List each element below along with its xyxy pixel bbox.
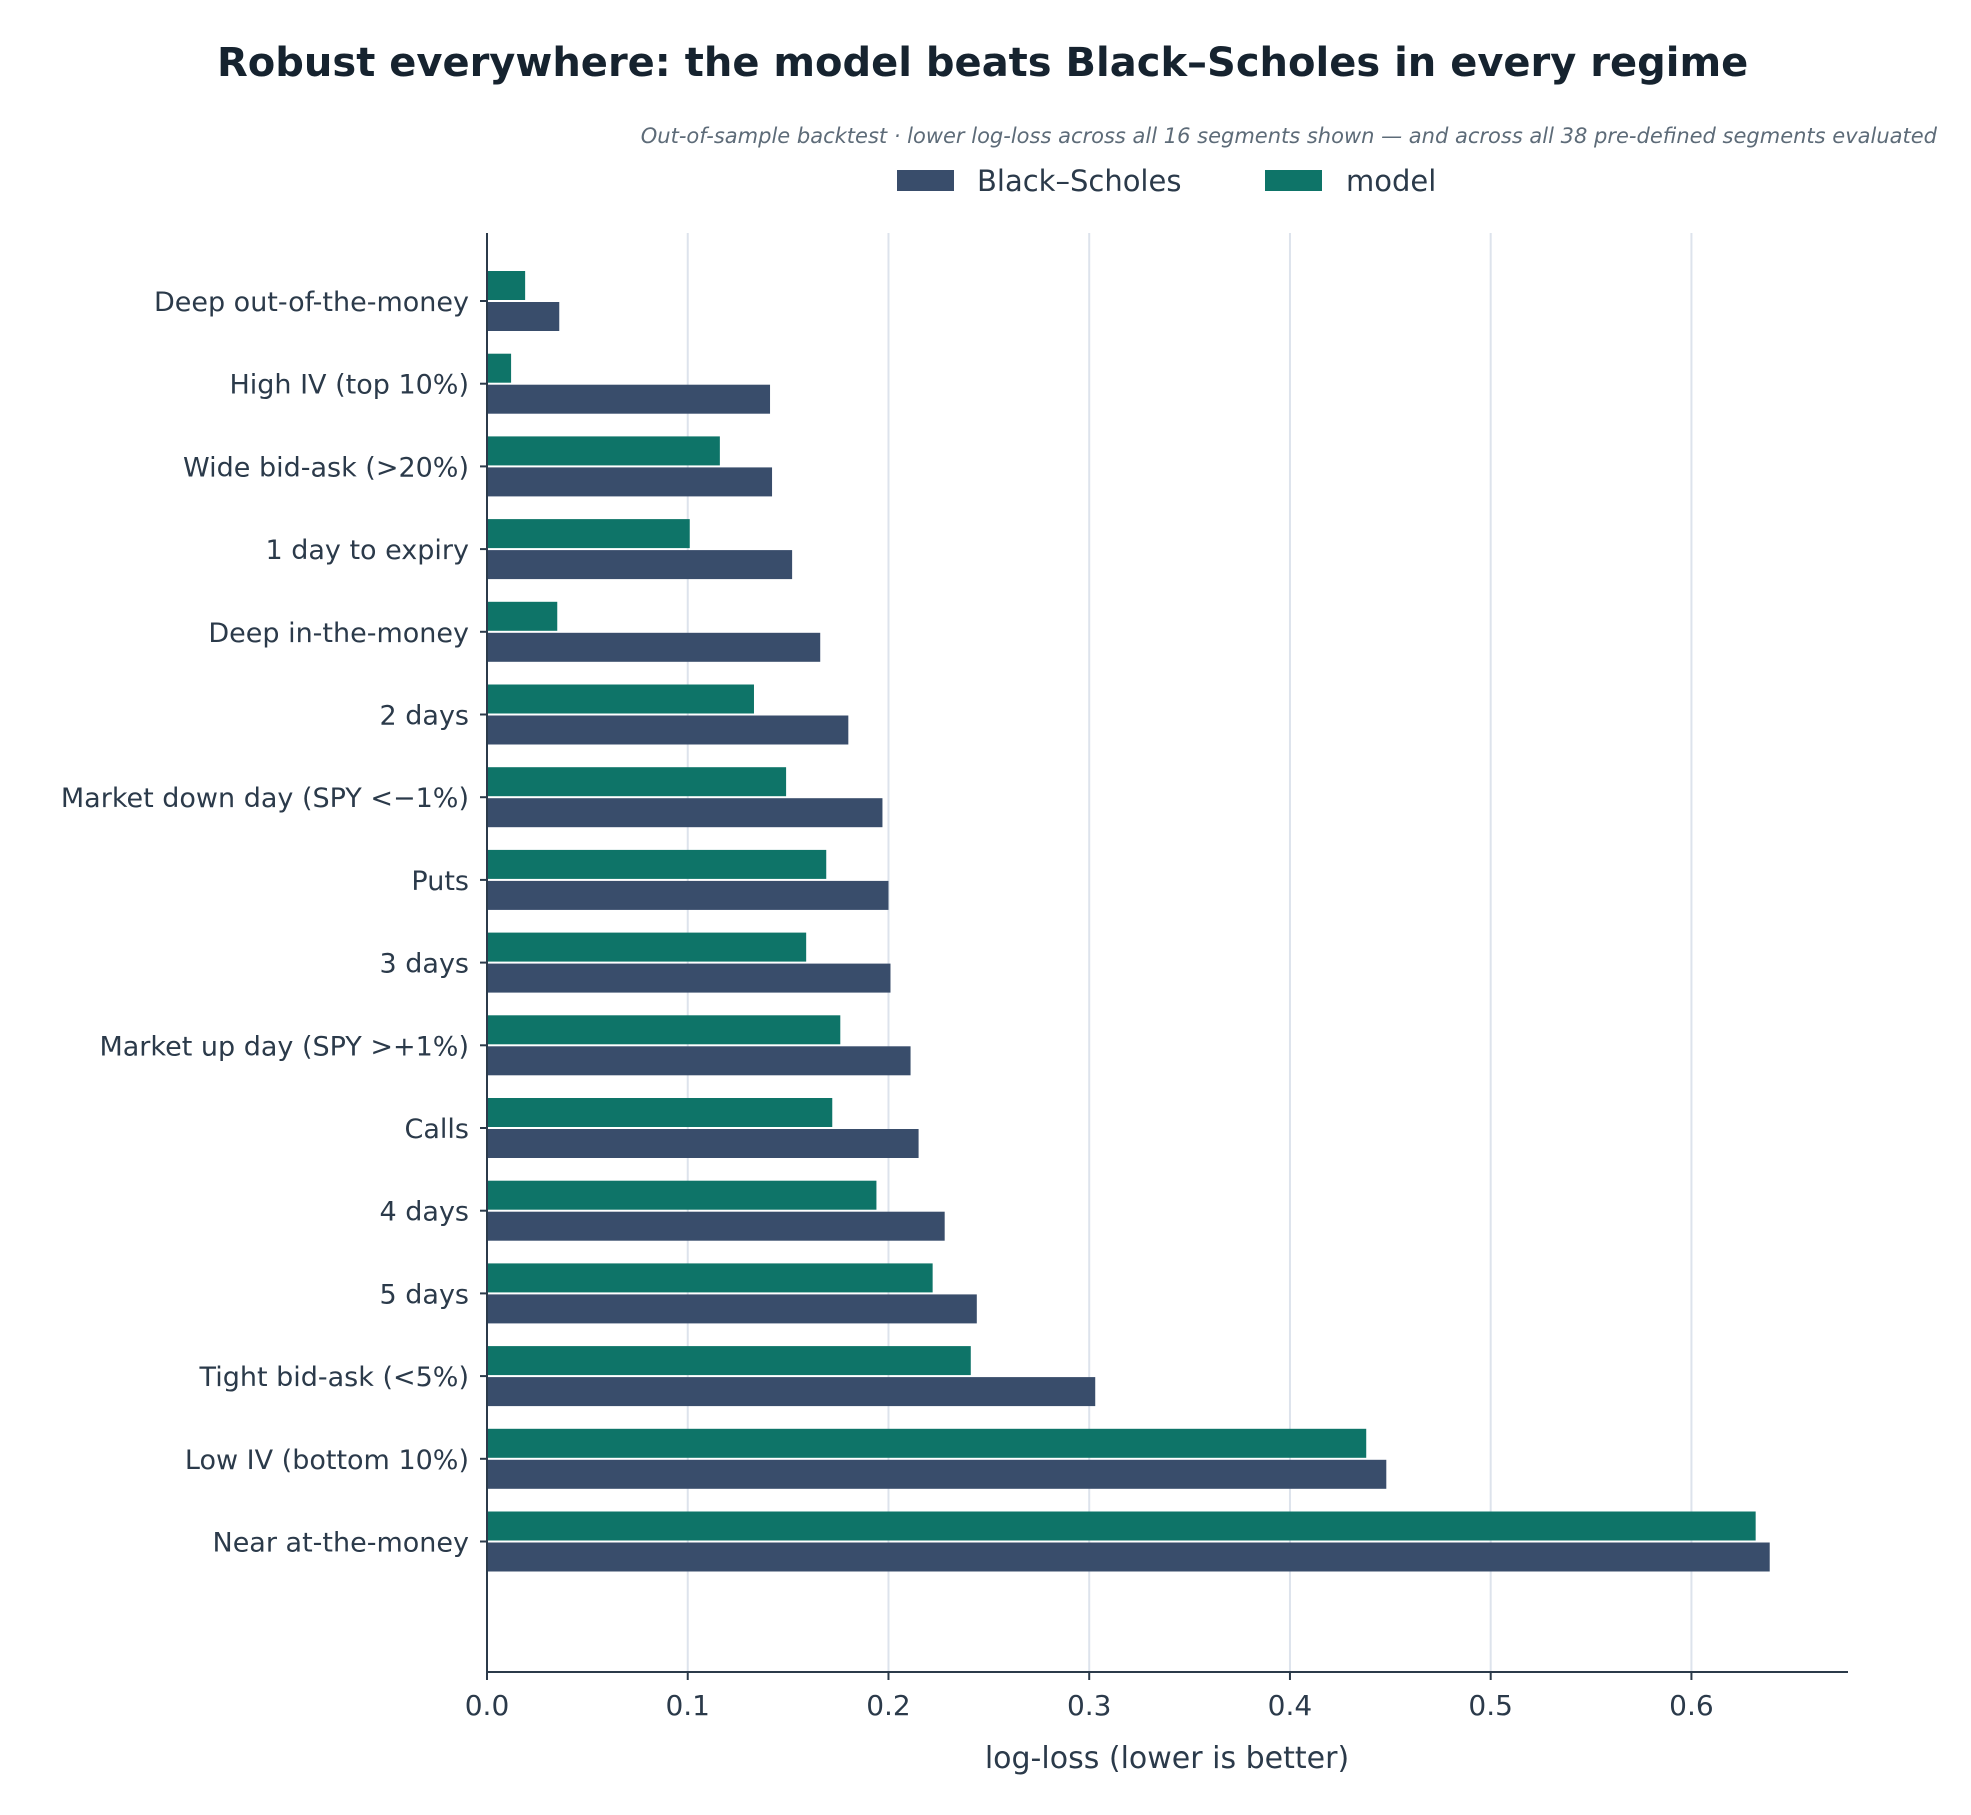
category-label: Deep out-of-the-money [154,287,469,318]
legend-label: Black–Scholes [977,164,1181,198]
category-label: Tight bid-ask (<5%) [199,1362,469,1393]
bar-black-scholes [487,963,891,993]
bar-black-scholes [487,302,560,331]
chart-subtitle: Out-of-sample backtest · lower log-loss … [641,124,1938,148]
category-label: High IV (top 10%) [229,370,469,401]
bar-black-scholes [487,880,889,910]
category-label: Puts [411,866,469,897]
category-labels: Deep out-of-the-money High IV (top 10%) Wi… [61,287,469,1559]
legend-swatch [1265,170,1322,191]
x-tick-label: 0.4 [1268,1689,1313,1722]
bar-model [487,1180,877,1210]
x-tick-label: 0.0 [465,1689,510,1722]
category-label: Near at-the-money [213,1528,470,1559]
axes [480,233,1848,1680]
x-tick-label: 0.2 [866,1689,911,1722]
bar-black-scholes [487,1211,945,1241]
tick-labels: 0.0 0.1 0.2 0.3 0.4 0.5 0.6 [465,1689,1714,1722]
bar-model [487,353,512,383]
bar-black-scholes [487,550,793,580]
bar-model [487,271,526,300]
bar-model [487,1428,1367,1458]
bar-black-scholes [487,632,821,662]
x-tick-label: 0.6 [1669,1689,1714,1722]
legend-label: model [1346,164,1436,198]
legend-swatch [897,170,954,191]
category-label: 1 day to expiry [265,535,469,566]
bar-model [487,519,690,549]
x-tick-label: 0.3 [1067,1689,1112,1722]
category-label: 2 days [380,701,470,732]
category-label: Deep in-the-money [208,618,469,649]
category-label: 4 days [380,1197,470,1228]
bar-black-scholes [487,715,849,745]
bar-model [487,849,827,879]
bars [487,271,1770,1572]
x-tick-label: 0.5 [1468,1689,1513,1722]
bar-model [487,932,807,962]
legend: Black–Scholes model [897,164,1436,198]
bar-model [487,1346,971,1376]
bar-model [487,436,720,466]
category-label: 5 days [380,1279,470,1310]
bar-black-scholes [487,384,771,414]
category-label: Low IV (bottom 10%) [185,1445,469,1476]
bar-black-scholes [487,1459,1387,1489]
bar-black-scholes [487,798,883,828]
bar-model [487,1263,933,1293]
bar-black-scholes [487,1377,1096,1407]
chart-title: Robust everywhere: the model beats Black… [217,40,1748,86]
category-label: Market down day (SPY <−1%) [61,783,469,814]
bar-model [487,1511,1756,1541]
category-label: Wide bid-ask (>20%) [183,452,469,483]
bar-model [487,1015,841,1045]
bar-model [487,767,787,797]
bar-black-scholes [487,1046,911,1076]
bar-black-scholes [487,1542,1770,1572]
bar-black-scholes [487,1294,977,1324]
bar-black-scholes [487,1129,919,1158]
x-axis-title: log-loss (lower is better) [985,1741,1349,1776]
x-tick-label: 0.1 [665,1689,710,1722]
category-label: Market up day (SPY >+1%) [99,1031,469,1062]
bar-model [487,684,754,714]
category-label: Calls [405,1114,469,1145]
bar-model [487,1098,833,1127]
bar-black-scholes [487,467,773,497]
category-label: 3 days [380,949,470,980]
bar-model [487,601,558,631]
